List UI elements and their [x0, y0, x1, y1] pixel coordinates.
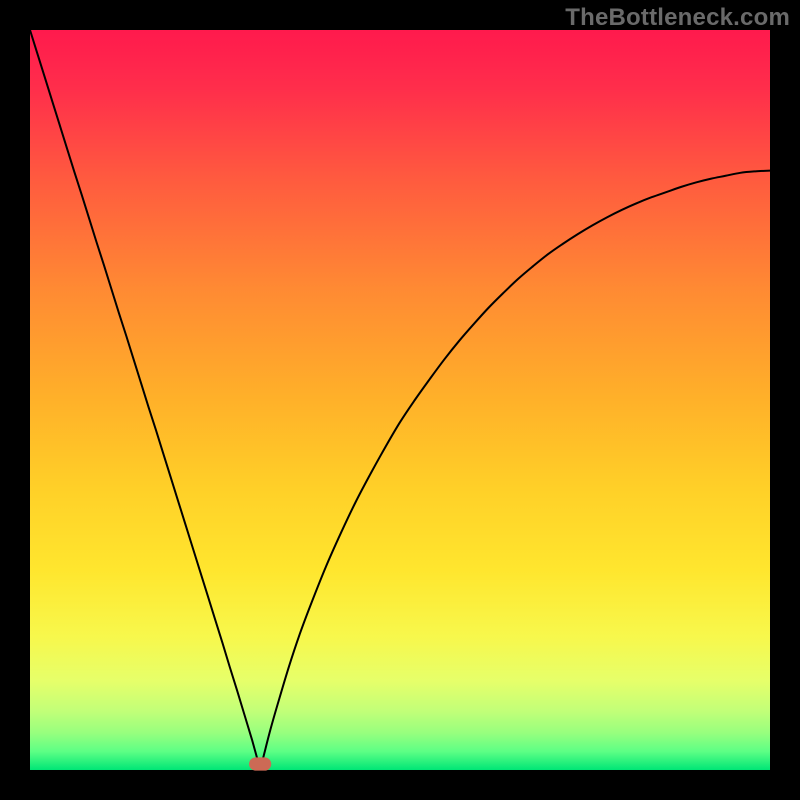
vertex-marker	[249, 757, 271, 770]
watermark-label: TheBottleneck.com	[565, 4, 790, 32]
plot-background	[30, 30, 770, 770]
bottleneck-chart	[0, 0, 800, 800]
chart-container: TheBottleneck.com	[0, 0, 800, 800]
